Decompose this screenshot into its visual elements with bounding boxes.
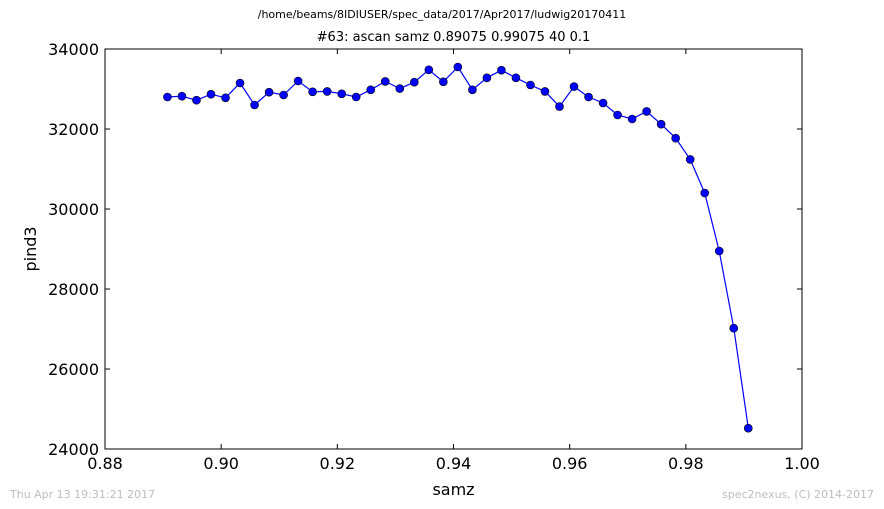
data-point <box>250 100 259 110</box>
data-point <box>337 89 346 99</box>
data-point <box>235 78 245 88</box>
x-axis-label: samz <box>432 480 474 499</box>
data-point <box>308 87 317 97</box>
data-point <box>642 107 651 116</box>
data-point <box>439 77 448 87</box>
x-tick-label: 0.98 <box>668 454 704 473</box>
data-point <box>700 188 710 198</box>
plot-frame <box>104 48 803 450</box>
data-point <box>729 323 739 333</box>
x-tick-label: 0.88 <box>87 454 123 473</box>
y-tick-label: 34000 <box>48 40 99 59</box>
data-point <box>453 62 463 72</box>
data-point <box>322 87 332 96</box>
data-point <box>555 102 564 111</box>
data-point <box>366 85 376 95</box>
data-point <box>424 65 434 75</box>
x-axis-ticks: 0.88 0.90 0.92 0.94 0.96 0.98 1.00 <box>87 49 820 473</box>
y-tick-label: 26000 <box>48 360 99 379</box>
data-point <box>221 93 230 103</box>
file-path-header: /home/beams/8IDIUSER/spec_data/2017/Apr2… <box>257 8 627 21</box>
data-point <box>613 110 622 120</box>
data-point <box>714 246 724 256</box>
x-tick-label: 0.90 <box>203 454 239 473</box>
data-point <box>511 73 521 83</box>
data-point <box>409 77 419 87</box>
y-tick-label: 28000 <box>48 280 99 299</box>
y-tick-label: 30000 <box>48 200 99 219</box>
data-point <box>395 84 405 93</box>
data-point <box>540 87 550 96</box>
data-point <box>526 80 535 90</box>
data-point <box>163 92 172 102</box>
data-point <box>264 87 274 97</box>
data-point <box>584 92 593 102</box>
data-point <box>206 89 216 99</box>
data-point <box>627 114 637 124</box>
data-point <box>656 119 666 129</box>
data-point <box>743 423 753 433</box>
data-point <box>685 155 695 164</box>
x-tick-label: 0.96 <box>552 454 588 473</box>
y-tick-label: 24000 <box>48 440 99 459</box>
data-point <box>192 95 201 105</box>
timestamp-label: Thu Apr 13 19:31:21 2017 <box>10 488 156 501</box>
data-point <box>671 133 680 143</box>
x-tick-label: 0.92 <box>320 454 356 473</box>
data-point <box>598 98 608 108</box>
x-tick-label: 0.94 <box>436 454 472 473</box>
data-point <box>569 82 579 91</box>
data-points <box>163 62 753 433</box>
data-point <box>279 90 288 100</box>
data-point <box>468 85 477 95</box>
y-tick-label: 32000 <box>48 120 99 139</box>
credit-label: spec2nexus, (C) 2014-2017 <box>722 488 874 501</box>
data-point <box>177 91 187 101</box>
data-point <box>497 65 506 75</box>
data-point <box>482 73 492 83</box>
y-axis-label: pind3 <box>21 226 40 271</box>
y-axis-ticks: 24000 26000 28000 30000 32000 34000 <box>48 40 802 459</box>
data-point <box>293 76 303 86</box>
data-point <box>351 92 361 102</box>
data-point <box>380 77 390 86</box>
x-tick-label: 1.00 <box>784 454 820 473</box>
chart-title: #63: ascan samz 0.89075 0.99075 40 0.1 <box>316 30 591 45</box>
